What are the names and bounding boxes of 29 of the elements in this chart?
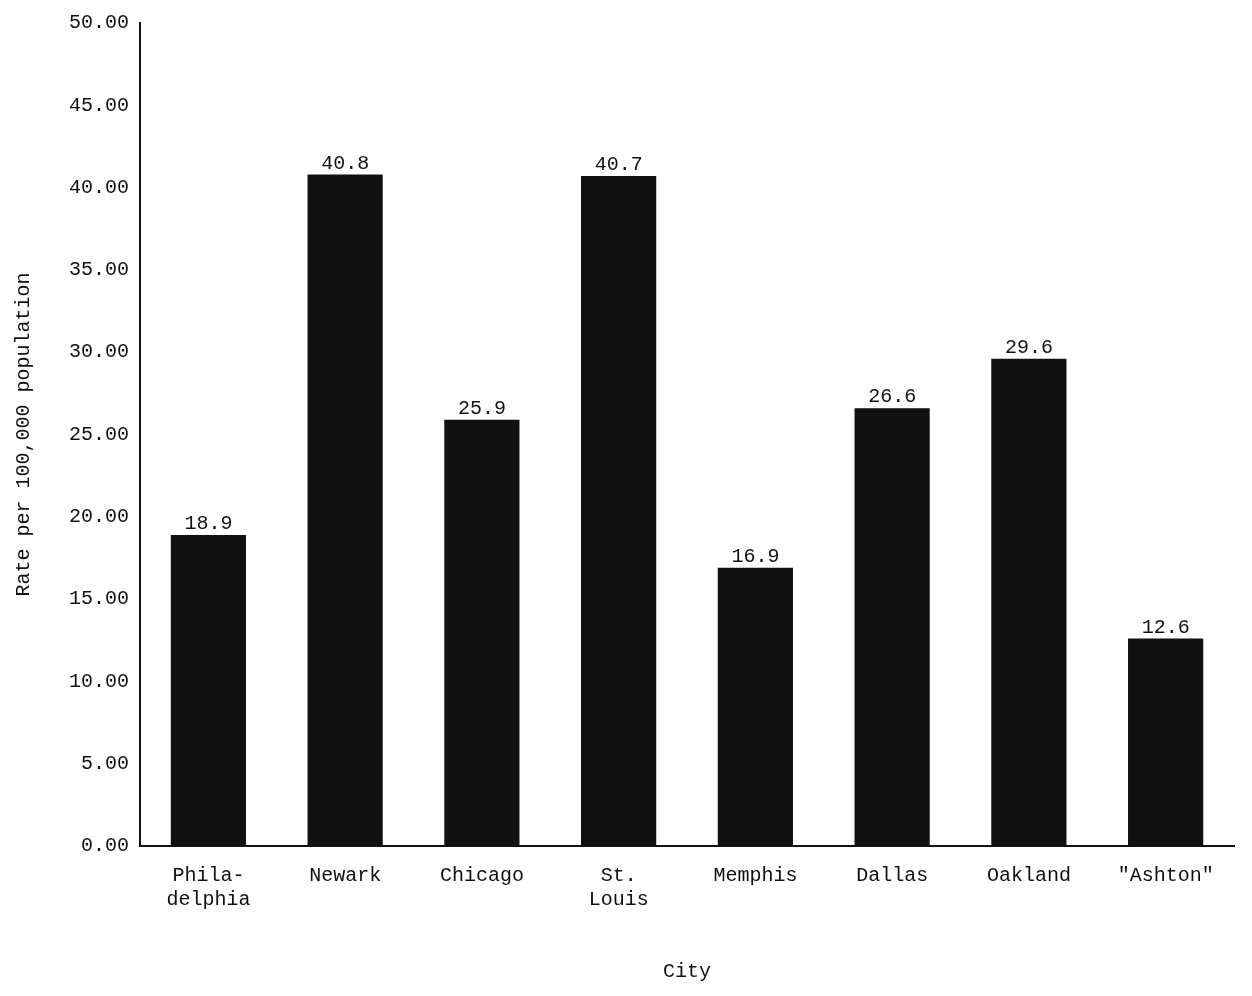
data-label: 40.7: [594, 153, 643, 177]
y-tick-label: 10.00: [68, 669, 130, 693]
x-tick-label: Newark: [309, 864, 382, 888]
y-tick-label: 35.00: [68, 258, 130, 282]
y-axis-title: Rate per 100,000 population: [12, 272, 36, 597]
x-tick-label: Dallas: [856, 864, 929, 888]
x-axis-title: City: [663, 960, 712, 984]
data-label: 29.6: [1004, 336, 1053, 360]
x-tick-label: Memphis: [713, 864, 798, 888]
x-tick-label: Oakland: [986, 864, 1071, 888]
x-tick-label: St. Louis: [588, 864, 649, 912]
x-tick-label: "Ashton": [1117, 864, 1214, 888]
data-label: 12.6: [1141, 615, 1190, 639]
y-tick-label: 0.00: [80, 834, 130, 858]
data-label: 18.9: [184, 512, 233, 536]
y-tick-label: 20.00: [68, 505, 130, 529]
y-tick-label: 5.00: [80, 752, 130, 775]
data-label: 40.8: [321, 151, 370, 175]
x-tick-label: Chicago: [439, 864, 524, 888]
y-tick-label: 45.00: [68, 93, 130, 117]
y-tick-label: 50.00: [68, 11, 130, 35]
x-tick-label: Phila- delphia: [166, 864, 251, 912]
data-label: 16.9: [731, 545, 780, 569]
y-tick-label: 15.00: [68, 587, 130, 611]
y-tick-label: 25.00: [68, 422, 130, 446]
y-tick-label: 40.00: [68, 175, 130, 199]
data-label: 25.9: [457, 396, 506, 420]
y-tick-label: 30.00: [68, 340, 130, 364]
data-label: 26.6: [868, 385, 917, 409]
